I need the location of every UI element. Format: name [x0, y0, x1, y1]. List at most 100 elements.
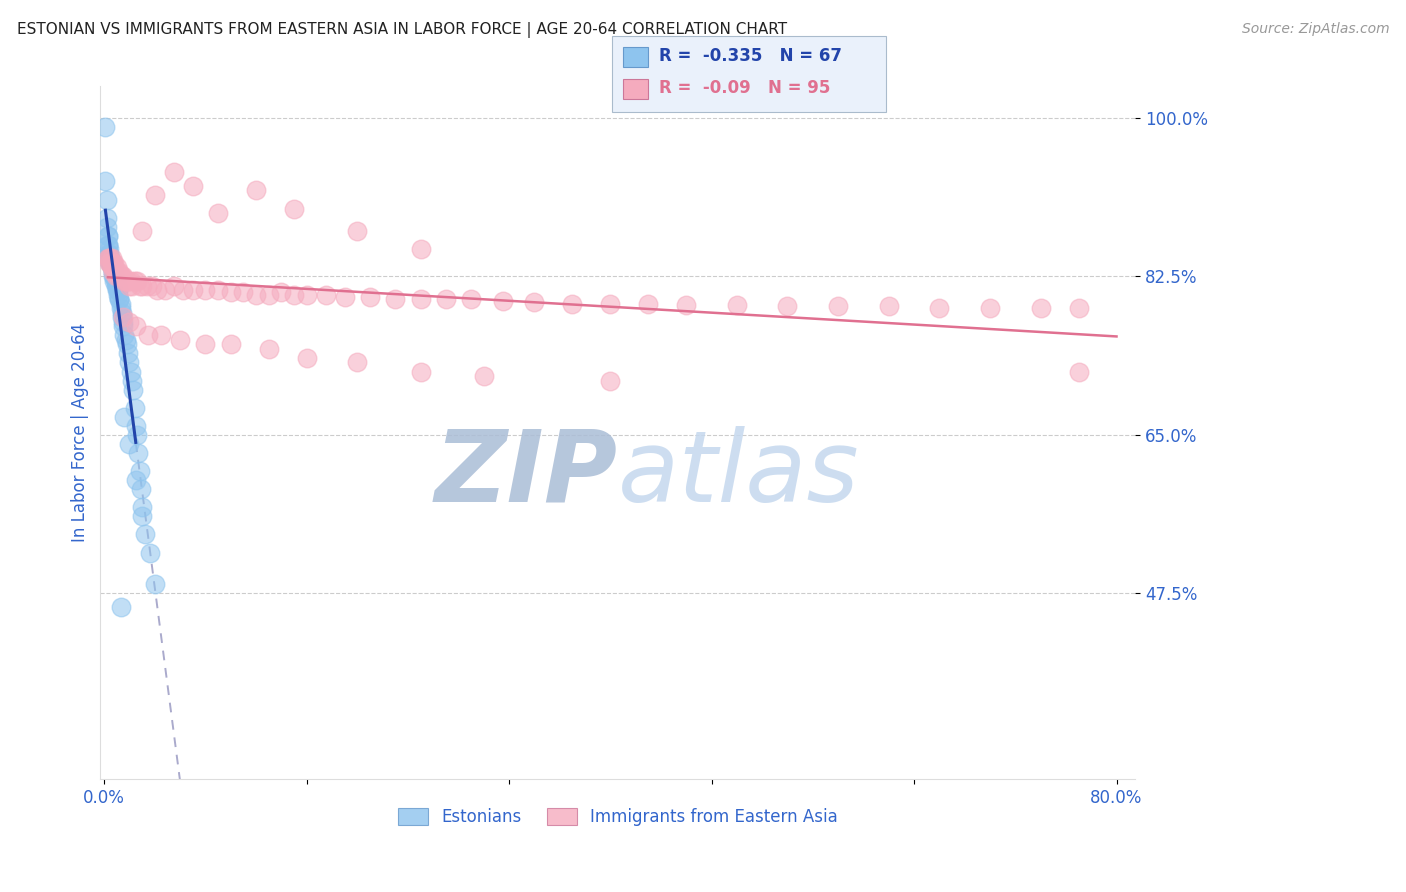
Text: R =  -0.335   N = 67: R = -0.335 N = 67 — [659, 47, 842, 65]
Point — [94, 174, 117, 188]
Point — [283, 202, 305, 216]
Point — [101, 265, 124, 279]
Point — [125, 274, 148, 288]
Point — [100, 260, 122, 275]
Point — [100, 260, 122, 275]
Point — [928, 301, 950, 315]
Point — [104, 269, 127, 284]
Point — [100, 256, 122, 270]
Point — [172, 283, 194, 297]
Point — [110, 599, 132, 614]
Point — [128, 278, 150, 293]
Point — [108, 265, 131, 279]
Point — [523, 294, 546, 309]
Point — [104, 265, 127, 279]
Point — [104, 274, 127, 288]
Point — [96, 211, 118, 225]
Point — [100, 252, 122, 266]
Point — [1067, 365, 1090, 379]
Point — [101, 260, 124, 275]
Point — [283, 287, 305, 301]
Point — [112, 328, 135, 343]
Point — [131, 278, 153, 293]
Point — [96, 219, 118, 234]
Point — [409, 365, 432, 379]
Point — [776, 299, 799, 313]
Point — [100, 256, 122, 270]
Point — [245, 287, 267, 301]
Point — [232, 285, 254, 299]
Point — [146, 283, 169, 297]
Point — [219, 337, 242, 351]
Point — [108, 292, 131, 306]
Point — [105, 283, 128, 297]
Point — [245, 184, 267, 198]
Point — [100, 256, 122, 270]
Point — [110, 296, 132, 310]
Point — [472, 369, 495, 384]
Point — [100, 256, 122, 270]
Point — [131, 500, 153, 515]
Point — [257, 342, 280, 356]
Point — [136, 278, 159, 293]
Point — [637, 296, 659, 310]
Point — [117, 274, 139, 288]
Point — [105, 278, 128, 293]
Point — [125, 418, 148, 433]
Point — [131, 224, 153, 238]
Point — [122, 383, 145, 397]
Point — [194, 337, 217, 351]
Point — [112, 319, 135, 334]
Point — [107, 287, 129, 301]
Point — [112, 269, 135, 284]
Point — [103, 274, 125, 288]
Point — [105, 278, 128, 293]
Point — [105, 260, 128, 275]
Point — [97, 237, 120, 252]
Point — [100, 260, 122, 275]
Point — [877, 299, 900, 313]
Point — [333, 290, 356, 304]
Point — [97, 228, 120, 243]
Point — [125, 428, 148, 442]
Point — [98, 252, 121, 266]
Text: ESTONIAN VS IMMIGRANTS FROM EASTERN ASIA IN LABOR FORCE | AGE 20-64 CORRELATION : ESTONIAN VS IMMIGRANTS FROM EASTERN ASIA… — [17, 22, 787, 38]
Point — [1067, 301, 1090, 315]
Point — [207, 206, 229, 220]
Point — [101, 265, 124, 279]
Point — [107, 283, 129, 297]
Point — [118, 437, 141, 451]
Point — [124, 274, 146, 288]
Point — [115, 274, 138, 288]
Point — [409, 243, 432, 257]
Point — [125, 319, 148, 334]
Point — [143, 188, 166, 202]
Point — [115, 337, 138, 351]
Point — [112, 274, 135, 288]
Point — [725, 298, 748, 312]
Point — [110, 301, 132, 315]
Point — [270, 285, 292, 299]
Point — [98, 243, 121, 257]
Point — [492, 293, 515, 308]
Point — [599, 374, 621, 388]
Point — [599, 296, 621, 310]
Point — [138, 328, 160, 343]
Point — [460, 292, 482, 306]
Point — [979, 301, 1001, 315]
Point — [295, 351, 318, 365]
Point — [141, 278, 163, 293]
Point — [111, 306, 134, 320]
Point — [153, 283, 176, 297]
Point — [108, 292, 131, 306]
Point — [295, 287, 318, 301]
Point — [117, 346, 139, 360]
Point — [105, 265, 128, 279]
Point — [118, 355, 141, 369]
Point — [112, 315, 135, 329]
Point — [120, 274, 142, 288]
Point — [409, 292, 432, 306]
Point — [104, 278, 127, 293]
Point — [181, 283, 204, 297]
Point — [1029, 301, 1052, 315]
